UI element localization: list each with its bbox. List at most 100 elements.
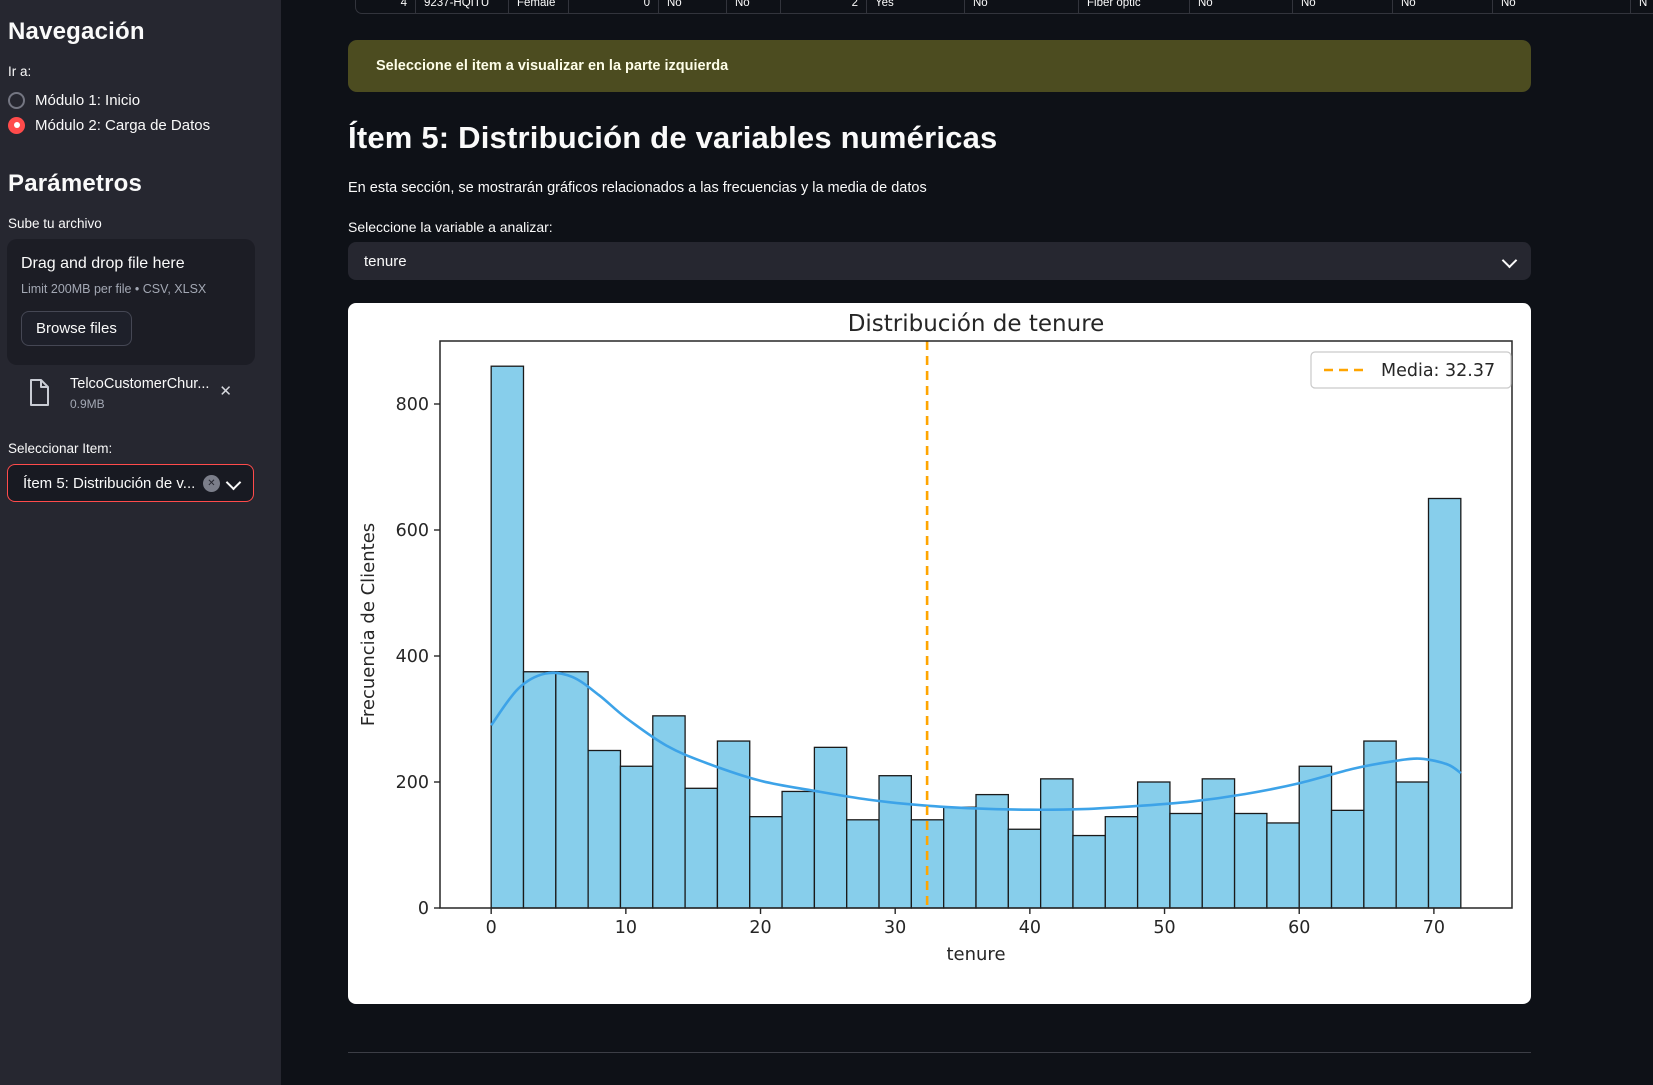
- sidebar: Navegación Ir a: Módulo 1: Inicio Módulo…: [0, 0, 281, 1085]
- chevron-down-icon[interactable]: [1501, 252, 1518, 269]
- dropzone-text: Drag and drop file here: [21, 255, 185, 272]
- x-tick-label: 10: [615, 918, 637, 938]
- legend-label: Media: 32.37: [1381, 361, 1495, 381]
- y-tick-label: 400: [396, 647, 429, 667]
- section-description: En esta sección, se mostrarán gráficos r…: [348, 180, 927, 196]
- y-axis-label: Frecuencia de Clientes: [358, 523, 379, 726]
- histogram-bar: [1233, 812, 1268, 909]
- x-tick-label: 30: [884, 918, 906, 938]
- table-cell: 4: [356, 0, 416, 13]
- variable-selectbox[interactable]: tenure: [348, 242, 1531, 280]
- table-cell: No: [659, 0, 727, 13]
- histogram-bar: [910, 819, 945, 909]
- table-cell: N: [1631, 0, 1653, 13]
- histogram-bar: [943, 806, 977, 909]
- file-document-icon: [30, 379, 49, 406]
- histogram-bar: [749, 816, 783, 909]
- table-cell: Fiber optic: [1079, 0, 1190, 13]
- y-tick-label: 800: [396, 395, 429, 415]
- radio-label: Módulo 1: Inicio: [35, 91, 141, 109]
- histogram-bar: [1427, 497, 1462, 909]
- upload-label: Sube tu archivo: [8, 216, 102, 231]
- file-dropzone[interactable]: Drag and drop file here Limit 200MB per …: [7, 239, 255, 365]
- uploaded-file-name: TelcoCustomerChur...: [70, 376, 210, 392]
- table-cell: 0: [569, 0, 659, 13]
- kde-curve: [490, 671, 1462, 812]
- item-selectbox[interactable]: Ítem 5: Distribución de v... ✕: [7, 464, 254, 502]
- histogram-bar: [652, 715, 686, 909]
- warning-banner-text: Seleccione el item a visualizar en la pa…: [376, 58, 729, 74]
- chart-title: Distribución de tenure: [848, 311, 1105, 337]
- x-tick-label: 60: [1288, 918, 1310, 938]
- chevron-down-icon[interactable]: [225, 474, 242, 491]
- histogram-bar: [813, 746, 848, 909]
- histogram-bar: [716, 740, 751, 909]
- histogram-bar: [490, 365, 525, 909]
- table-cell: 2: [781, 0, 867, 13]
- table-cell: 9237-HQITU: [416, 0, 509, 13]
- table-cell: Yes: [867, 0, 965, 13]
- histogram-bar: [846, 819, 880, 909]
- histogram-chart-card: 0 10 20 30 40 50 60 70 0 200 400 600 800 Distribución…: [348, 303, 1531, 1004]
- histogram-bar: [1298, 765, 1333, 909]
- x-tick-label: 70: [1423, 918, 1445, 938]
- x-tick-label: 40: [1019, 918, 1041, 938]
- x-tick-label: 50: [1153, 918, 1175, 938]
- dataframe-row-fragment: 4 9237-HQITU Female 0 No No 2 Yes No Fiber optic N…: [355, 0, 1653, 14]
- table-cell: No: [1190, 0, 1293, 13]
- y-tick-label: 0: [418, 899, 429, 919]
- select-item-label: Seleccionar Item:: [8, 441, 113, 456]
- histogram-bar: [1266, 822, 1300, 909]
- warning-banner: Seleccione el item a visualizar en la pa…: [348, 40, 1531, 92]
- histogram-bar: [1072, 834, 1106, 909]
- variable-select-label: Seleccione la variable a analizar:: [348, 219, 553, 235]
- table-cell: No: [1493, 0, 1631, 13]
- radio-unselected-icon[interactable]: [8, 91, 25, 109]
- histogram-bar: [781, 790, 816, 909]
- histogram-bar: [1395, 781, 1430, 909]
- horizontal-divider: [348, 1052, 1531, 1053]
- goto-label: Ir a:: [8, 64, 32, 79]
- y-tick-label: 200: [396, 773, 429, 793]
- nav-section-title: Navegación: [8, 18, 145, 45]
- histogram-bar: [1169, 812, 1203, 909]
- remove-file-icon[interactable]: ✕: [219, 383, 232, 400]
- table-cell: No: [727, 0, 781, 13]
- histogram-bar: [878, 775, 913, 909]
- radio-label: Módulo 2: Carga de Datos: [35, 116, 211, 134]
- histogram-bar: [587, 749, 622, 909]
- histogram-bar: [684, 787, 719, 909]
- main-content: 4 9237-HQITU Female 0 No No 2 Yes No Fiber optic N…: [348, 0, 1653, 1085]
- radio-modulo-2[interactable]: Módulo 2: Carga de Datos: [8, 115, 210, 135]
- browse-files-button[interactable]: Browse files: [21, 311, 132, 346]
- histogram-bar: [975, 793, 1009, 909]
- table-cell: No: [1293, 0, 1393, 13]
- table-cell: No: [1393, 0, 1493, 13]
- x-tick-label: 0: [486, 918, 497, 938]
- uploaded-file-row: TelcoCustomerChur... 0.9MB ✕: [20, 374, 250, 418]
- histogram-bar: [555, 671, 589, 909]
- page-title: Ítem 5: Distribución de variables numéri…: [348, 120, 998, 155]
- histogram-chart: 0 10 20 30 40 50 60 70 0 200 400 600 800 Distribución…: [358, 311, 1513, 965]
- dropzone-limit-text: Limit 200MB per file • CSV, XLSX: [21, 282, 207, 296]
- clear-selection-icon[interactable]: ✕: [203, 475, 220, 492]
- histogram-bar: [1007, 828, 1042, 909]
- radio-selected-icon[interactable]: [8, 116, 25, 134]
- histogram-bar: [1330, 809, 1365, 909]
- legend-box: [1310, 351, 1512, 389]
- table-cell: Female: [509, 0, 569, 13]
- plot-frame: [439, 340, 1513, 909]
- histogram-bar: [619, 765, 654, 909]
- x-tick-label: 20: [749, 918, 771, 938]
- params-section-title: Parámetros: [8, 170, 143, 197]
- histogram-bar: [1363, 740, 1397, 909]
- histogram-bar: [1104, 816, 1139, 909]
- histogram-bar: [1136, 781, 1171, 909]
- radio-modulo-1[interactable]: Módulo 1: Inicio: [8, 90, 140, 110]
- x-axis-label: tenure: [946, 944, 1005, 965]
- item-selectbox-value: Ítem 5: Distribución de v...: [23, 474, 196, 492]
- variable-selectbox-value: tenure: [364, 252, 407, 270]
- uploaded-file-size: 0.9MB: [70, 397, 105, 411]
- table-cell: No: [965, 0, 1079, 13]
